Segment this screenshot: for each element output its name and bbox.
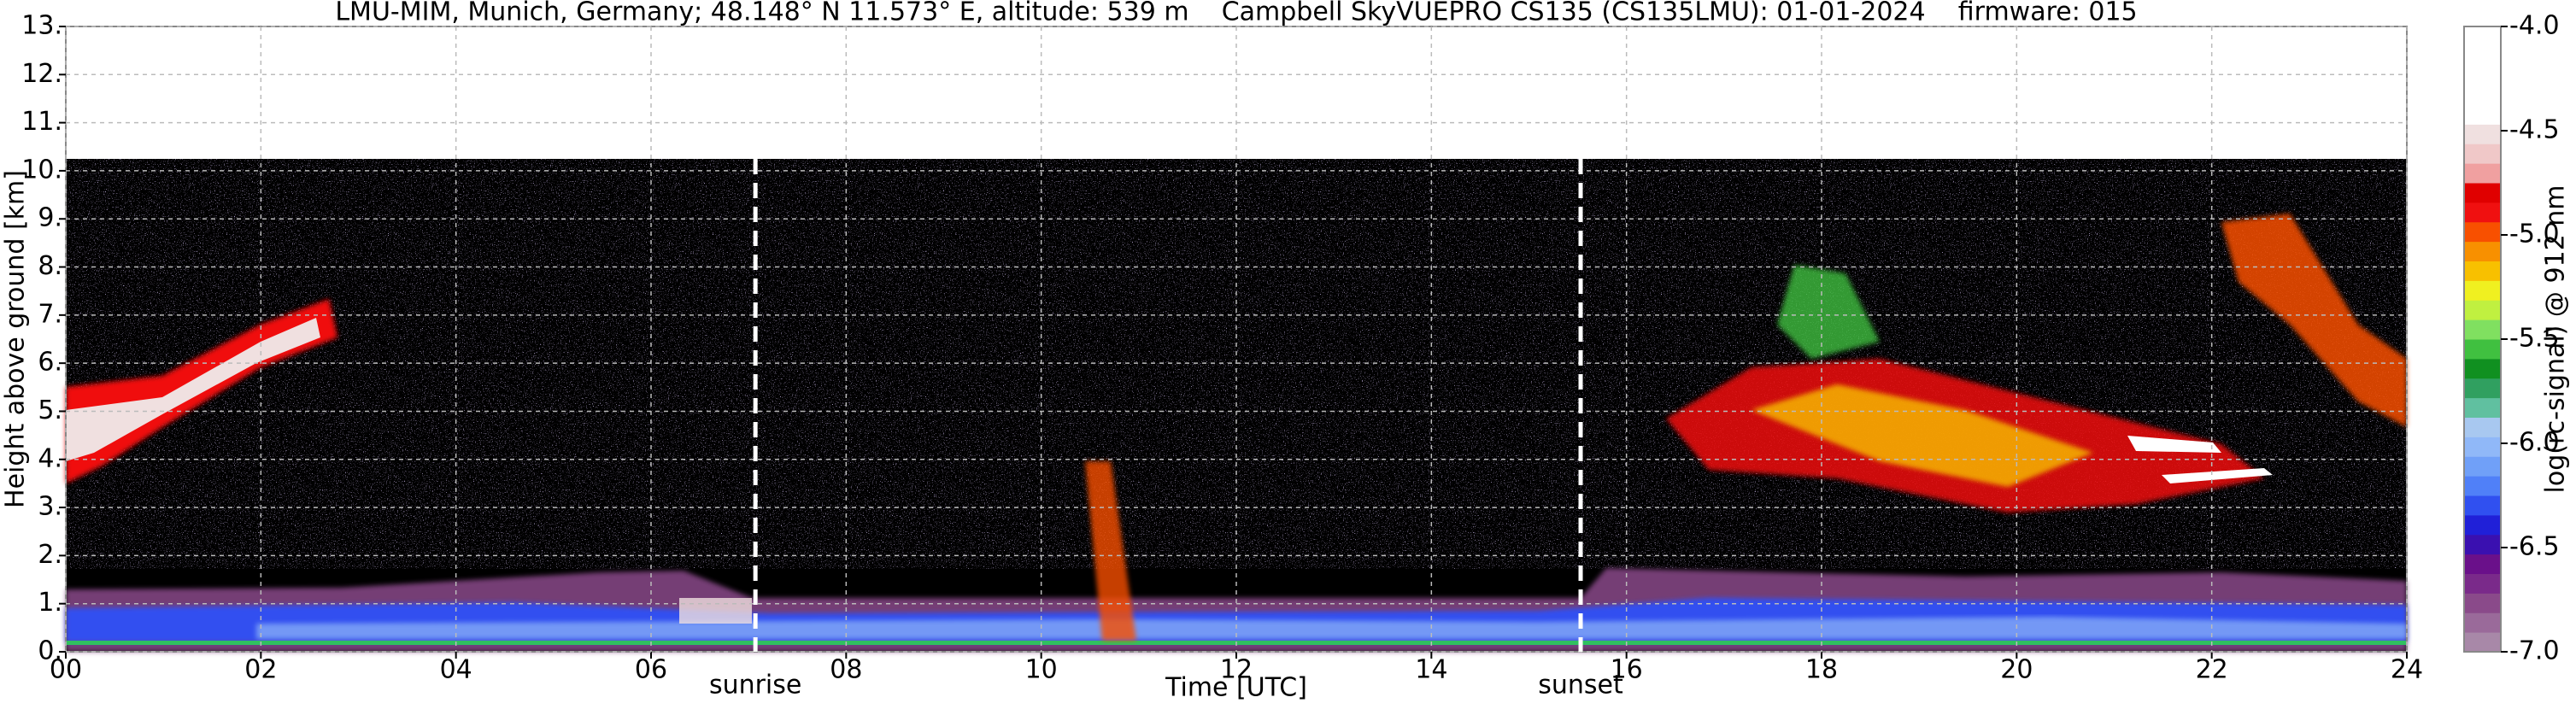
colorbar-segment	[2464, 339, 2501, 360]
colorbar-segment	[2464, 514, 2501, 536]
colorbar-segment	[2464, 495, 2501, 516]
y-tick-label: 6.	[38, 348, 62, 378]
annotation-label: sunset	[1538, 671, 1623, 700]
y-tick-label: 0.	[38, 636, 62, 666]
boundary-layer-light	[256, 617, 2407, 639]
colorbar-segment	[2464, 417, 2501, 437]
y-tick-label: 12.	[21, 59, 62, 89]
colorbar-segment	[2464, 300, 2501, 320]
x-tick-label: 14	[1415, 655, 1447, 685]
cloud	[2221, 214, 2407, 427]
colorbar-segment	[2464, 280, 2501, 301]
x-tick-label: 02	[244, 655, 277, 685]
layer	[679, 598, 752, 624]
colorbar-tick-label: -5.0	[2509, 220, 2560, 249]
colorbar-segment	[2464, 456, 2501, 477]
x-tick-label: 16	[1611, 655, 1643, 685]
x-axis-label: Time [UTC]	[1165, 673, 1307, 703]
colorbar-tick-label: -6.0	[2509, 428, 2560, 458]
colorbar-tick-label: -7.0	[2509, 636, 2560, 666]
colorbar-segment	[2464, 124, 2501, 144]
y-tick-label: 5.	[38, 396, 62, 425]
colorbar-label: log(rc-signal) @ 912 nm	[2541, 185, 2571, 494]
colorbar-segment	[2464, 378, 2501, 399]
y-tick-label: 1.	[38, 588, 62, 618]
precipitation	[1085, 461, 1136, 641]
cloud-core	[66, 318, 320, 461]
colorbar-tick-label: -4.5	[2509, 115, 2560, 145]
x-tick-label: 20	[2000, 655, 2033, 685]
y-tick-label: 8.	[38, 251, 62, 281]
colorbar-tick-label: -6.5	[2509, 532, 2560, 562]
colorbar-segment	[2464, 261, 2501, 281]
y-tick-label: 13.	[21, 11, 62, 41]
annotation-label: sunrise	[709, 671, 801, 700]
colorbar-segment	[2464, 358, 2501, 379]
colorbar-tick-label: -5.5	[2509, 324, 2560, 354]
colorbar-segment	[2464, 45, 2501, 67]
colorbar-segment	[2464, 319, 2501, 340]
colorbar-segment	[2464, 534, 2501, 555]
cloud	[1777, 265, 1880, 359]
colorbar-segment	[2464, 26, 2501, 47]
colorbar-segment	[2464, 202, 2501, 223]
colorbar-segment	[2464, 397, 2501, 418]
x-tick-label: 18	[1805, 655, 1838, 685]
x-tick-label: 12	[1220, 655, 1253, 685]
x-tick-label: 10	[1025, 655, 1058, 685]
x-tick-label: 22	[2196, 655, 2228, 685]
y-axis-label: Height above ground [km]	[1, 170, 31, 508]
colorbar-segment	[2464, 593, 2501, 613]
y-tick-label: 4.	[38, 443, 62, 473]
colorbar-segment	[2464, 632, 2501, 653]
colorbar-segment	[2464, 104, 2501, 125]
x-tick-label: 24	[2391, 655, 2423, 685]
colorbar-tick-label: -4.0	[2509, 11, 2560, 41]
x-tick-label: 00	[50, 655, 82, 685]
colorbar-segment	[2464, 573, 2501, 594]
cloud-core	[2127, 436, 2221, 453]
colorbar-segment	[2464, 183, 2501, 203]
colorbar-segment	[2464, 241, 2501, 261]
y-tick-label: 9.	[38, 203, 62, 233]
colorbar-segment	[2464, 437, 2501, 457]
y-tick-label: 2.	[38, 540, 62, 570]
y-tick-label: 3.	[38, 492, 62, 522]
colorbar-segment	[2464, 65, 2501, 86]
x-tick-label: 06	[635, 655, 667, 685]
colorbar-segment	[2464, 85, 2501, 105]
colorbar-segment	[2464, 163, 2501, 184]
y-tick-label: 7.	[38, 299, 62, 329]
colorbar-segment	[2464, 144, 2501, 164]
cloud-core	[2162, 468, 2273, 483]
cloud	[1752, 384, 2093, 487]
y-tick-label: 11.	[21, 107, 62, 137]
x-tick-label: 08	[830, 655, 862, 685]
chart-title: LMU-MIM, Munich, Germany; 48.148° N 11.5…	[335, 0, 2137, 27]
colorbar-segment	[2464, 221, 2501, 243]
colorbar-segment	[2464, 554, 2501, 574]
x-tick-label: 04	[440, 655, 472, 685]
colorbar-segment	[2464, 476, 2501, 496]
y-tick-label: 10.	[21, 155, 62, 185]
colorbar-segment	[2464, 612, 2501, 633]
